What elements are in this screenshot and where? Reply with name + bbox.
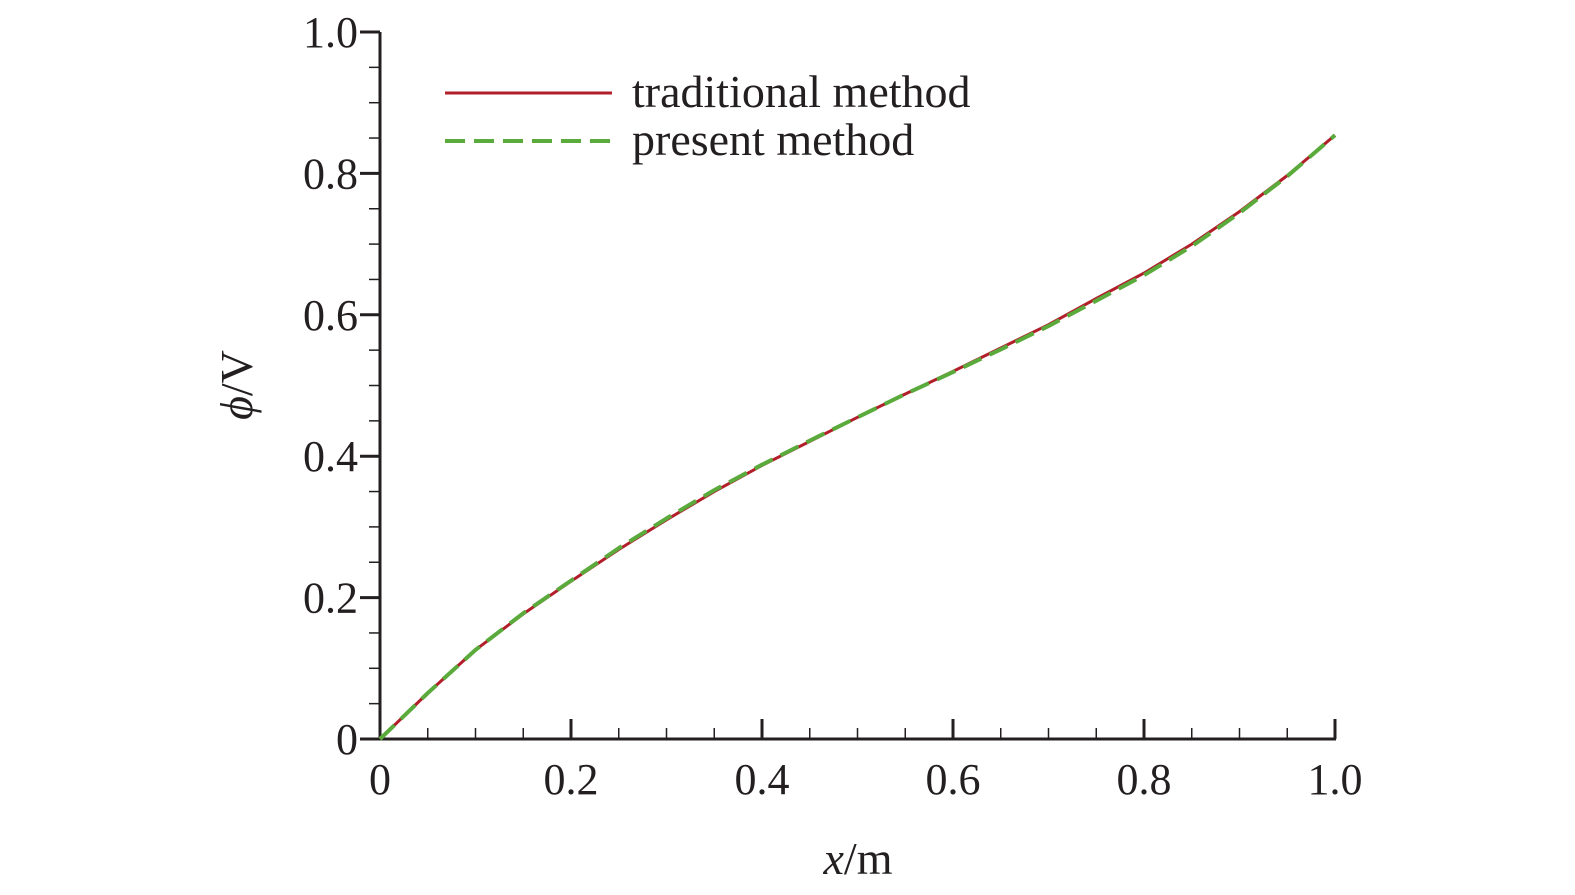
x-tick-label: 0.8: [1117, 755, 1172, 804]
series-layer: [378, 133, 1337, 741]
y-axis-title: ϕ/V: [211, 350, 262, 420]
y-tick-label: 0.6: [303, 291, 358, 340]
x-tick-label: 0.6: [926, 755, 981, 804]
series-line-1: [378, 133, 1337, 741]
ticks: [360, 30, 1337, 741]
y-tick-label: 0.8: [303, 149, 358, 198]
y-tick-label: 0: [336, 715, 358, 764]
y-tick-label: 0.2: [303, 574, 358, 623]
legend-label-0: traditional method: [632, 66, 971, 117]
x-tick-label: 0.4: [735, 755, 790, 804]
y-tick-label: 1.0: [303, 8, 358, 57]
x-tick-label: 1.0: [1308, 755, 1363, 804]
y-tick-label: 0.4: [303, 432, 358, 481]
x-tick-label: 0.2: [544, 755, 599, 804]
tick-labels: 0 0.2 0.4 0.6 0.8 1.0 0 0.2 0.4 0.6 0.8 1.0: [303, 8, 1363, 804]
series-line-0: [378, 134, 1336, 741]
x-tick-label: 0: [369, 755, 391, 804]
x-axis-title: x/m: [823, 833, 893, 884]
legend-label-1: present method: [632, 114, 914, 165]
